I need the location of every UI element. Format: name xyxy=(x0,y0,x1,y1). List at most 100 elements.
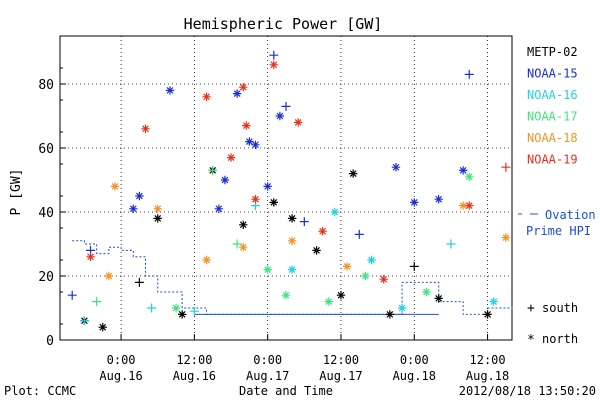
mark-noaa-19-north xyxy=(269,60,278,69)
mark-noaa-15-north xyxy=(135,191,144,201)
mark-noaa-19-north xyxy=(141,124,150,133)
mark-noaa-15-north xyxy=(232,89,242,98)
mark-noaa-15-south xyxy=(281,101,291,111)
mark-noaa-18-north xyxy=(153,204,162,213)
mark-metp-02-north xyxy=(153,214,162,223)
y-axis-label: P [GW] xyxy=(9,169,24,216)
legend: METP-02 NOAA-15 NOAA-16 NOAA-17 NOAA-18 NOAA-… xyxy=(527,45,578,167)
mark-noaa-16-north xyxy=(330,207,340,217)
mark-noaa-15-south xyxy=(269,50,279,60)
mark-noaa-15-north xyxy=(165,86,175,95)
mark-metp-02-south xyxy=(409,261,419,271)
mark-noaa-18-north xyxy=(501,233,511,242)
mark-noaa-15-north xyxy=(434,195,443,204)
mark-noaa-17-north xyxy=(263,265,272,274)
mark-metp-02-north xyxy=(336,291,346,300)
mark-metp-02-north xyxy=(269,198,278,207)
mark-noaa-16-south xyxy=(189,306,199,316)
mark-noaa-18-north xyxy=(110,182,120,191)
mark-noaa-16-north xyxy=(367,255,376,265)
y-tick-labels: 0 20 40 60 80 xyxy=(38,78,54,349)
mark-noaa-16-north xyxy=(489,297,498,306)
mark-noaa-18-north xyxy=(239,243,248,252)
mark-noaa-18-north xyxy=(287,236,297,245)
x-tick-date: Aug.16 xyxy=(173,369,216,383)
plot-frame xyxy=(59,35,513,341)
mark-noaa-19-north xyxy=(379,275,388,284)
legend-entry: NOAA-19 xyxy=(527,153,578,167)
legend-entry: NOAA-16 xyxy=(527,88,578,102)
mark-noaa-15-north xyxy=(458,166,468,175)
mark-noaa-17-north xyxy=(324,297,333,306)
mark-noaa-15-north xyxy=(275,111,285,121)
mark-noaa-15-south xyxy=(299,217,309,227)
mark-noaa-15-north xyxy=(214,204,224,213)
mark-noaa-17-south xyxy=(92,297,102,307)
mark-noaa-17-north xyxy=(171,303,181,313)
x-tick-time: 12:00 xyxy=(323,353,359,367)
mark-metp-02-north xyxy=(239,220,248,229)
mark-noaa-18-north xyxy=(458,201,468,210)
x-tick-date: Aug.18 xyxy=(466,369,509,383)
south-marker-symbol: + xyxy=(527,301,535,316)
axes xyxy=(59,35,513,341)
y-tick-label: 40 xyxy=(38,206,54,221)
ovation-label-line2: Prime HPI xyxy=(526,224,591,238)
y-tick-label: 0 xyxy=(46,334,54,349)
mark-noaa-18-north xyxy=(104,271,114,281)
mark-metp-02-north xyxy=(287,214,297,223)
data-marks xyxy=(67,50,511,332)
mark-noaa-19-north xyxy=(202,92,211,101)
north-marker-label: north xyxy=(542,332,578,346)
legend-entry: METP-02 xyxy=(527,45,578,59)
x-tick-time: 12:00 xyxy=(470,353,506,367)
mark-noaa-17-south xyxy=(232,239,242,249)
ovation-series xyxy=(72,240,513,315)
mark-noaa-16-south xyxy=(147,303,157,313)
ovation-line xyxy=(72,240,513,315)
mark-noaa-19-north xyxy=(239,83,248,92)
x-tick-time: 0:00 xyxy=(400,353,429,367)
mark-noaa-15-north xyxy=(245,137,254,146)
legend-entry: NOAA-18 xyxy=(527,131,578,145)
mark-metp-02-north xyxy=(434,294,443,303)
mark-noaa-18-north xyxy=(342,262,352,271)
mark-metp-02-south xyxy=(134,277,144,287)
x-axis-label: Date and Time xyxy=(239,384,333,398)
mark-noaa-16-north xyxy=(287,265,297,274)
mark-metp-02-north xyxy=(385,310,395,319)
chart-title: Hemispheric Power [GW] xyxy=(184,15,383,33)
mark-noaa-19-north xyxy=(226,153,236,162)
mark-noaa-16-north xyxy=(397,303,407,313)
y-tick-label: 80 xyxy=(38,78,54,93)
x-tick-date: Aug.16 xyxy=(99,369,142,383)
mark-noaa-16-south xyxy=(446,239,456,249)
mark-noaa-15-north xyxy=(220,175,230,185)
legend-entry: NOAA-15 xyxy=(527,67,578,81)
mark-noaa-17-north xyxy=(281,291,291,300)
x-tick-time: 0:00 xyxy=(107,353,136,367)
south-marker-label: south xyxy=(542,301,578,315)
mark-noaa-17-north xyxy=(422,287,431,297)
x-tick-date: Aug.17 xyxy=(246,369,289,383)
mark-noaa-19-north xyxy=(465,201,474,210)
mark-noaa-19-north xyxy=(251,195,260,204)
mark-noaa-15-north xyxy=(251,140,260,149)
mark-noaa-17-north xyxy=(361,271,370,281)
mark-metp-02-north xyxy=(312,246,321,255)
mark-metp-02-north xyxy=(98,323,107,332)
plot-credit: Plot: CCMC xyxy=(4,384,76,398)
mark-noaa-15-north xyxy=(263,182,272,191)
mark-noaa-15-south xyxy=(464,69,474,79)
mark-metp-02-north xyxy=(348,169,358,178)
mark-noaa-19-north xyxy=(86,252,95,261)
x-tick-time: 0:00 xyxy=(253,353,282,367)
mark-noaa-17-north xyxy=(465,172,474,181)
ovation-label-line1: Ovation xyxy=(545,208,596,222)
mark-noaa-19-north xyxy=(242,121,251,130)
mark-noaa-19-north xyxy=(294,118,303,127)
mark-noaa-19-north xyxy=(318,227,327,236)
mark-noaa-19-south xyxy=(501,162,511,172)
